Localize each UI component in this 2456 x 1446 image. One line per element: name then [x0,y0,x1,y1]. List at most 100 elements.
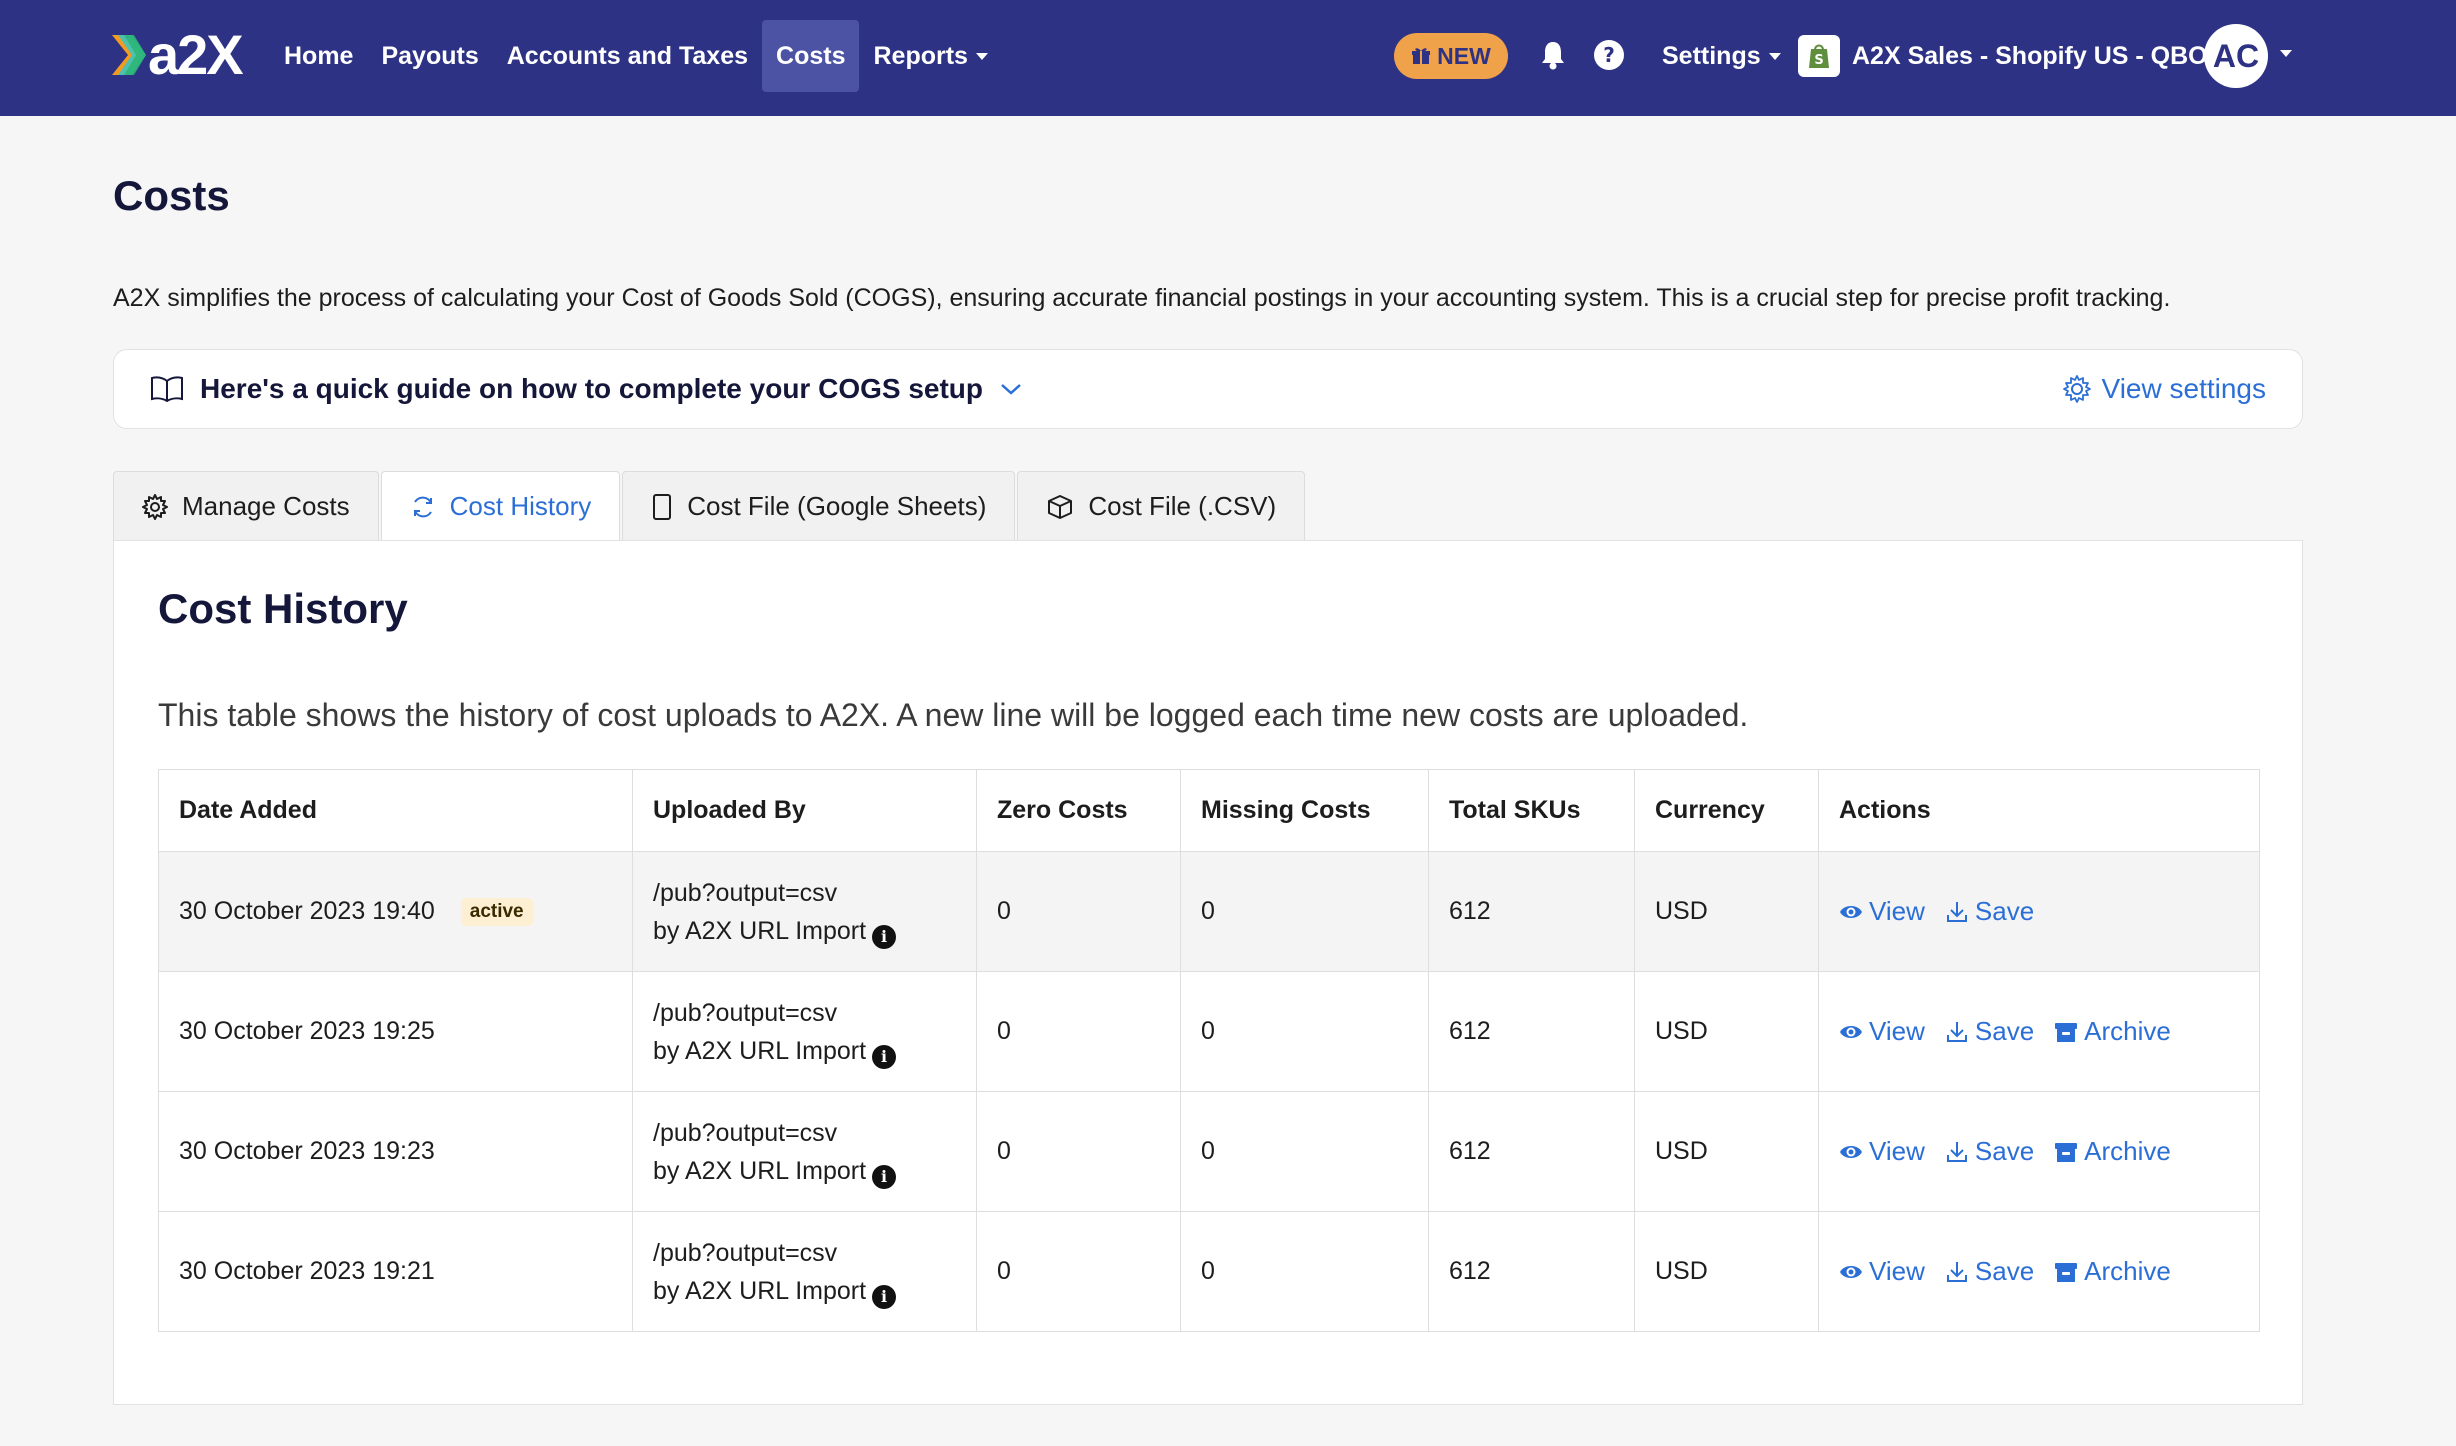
tab-cost-file-google-sheets[interactable]: Cost File (Google Sheets) [622,471,1016,541]
info-icon[interactable]: i [872,1284,897,1309]
user-avatar[interactable]: AC [2204,24,2268,88]
cell-currency: USD [1634,1211,1819,1332]
archive-button[interactable]: Archive [2054,1136,2171,1167]
view-settings-link[interactable]: View settings [2062,373,2266,405]
table-row: 30 October 2023 19:21 /pub?output=csv by… [158,1211,2260,1332]
guide-text: Here's a quick guide on how to complete … [200,373,984,404]
cell-currency: USD [1634,851,1819,972]
info-icon[interactable]: i [872,1164,897,1189]
active-badge: active [460,898,533,927]
logo-text: a2X [148,23,244,86]
tab-cost-file-csv[interactable]: Cost File (.CSV) [1017,471,1306,541]
nav-costs[interactable]: Costs [762,20,860,92]
view-button[interactable]: View [1839,896,1925,927]
chevron-down-icon[interactable] [2280,50,2292,57]
cell-actions: View Save Archive [1818,1211,2260,1332]
gift-icon [1412,48,1431,64]
save-button[interactable]: Save [1945,1136,2034,1167]
eye-icon [1840,1265,1862,1278]
cell-total-skus: 612 [1428,851,1635,972]
cell-missing-costs: 0 [1180,1091,1429,1212]
date-added: 30 October 2023 19:23 [179,1137,435,1165]
uploader-line: by A2X URL Import i [653,912,956,950]
cell-date: 30 October 2023 19:23 [158,1091,633,1212]
cell-date: 30 October 2023 19:21 [158,1211,633,1332]
uploader: by A2X URL Import [653,1156,867,1185]
header-uploaded-by: Uploaded By [632,769,977,852]
download-icon [1946,901,1967,922]
header-total-skus: Total SKUs [1428,769,1635,852]
table-row: 30 October 2023 19:23 /pub?output=csv by… [158,1091,2260,1212]
view-button[interactable]: View [1839,1256,1925,1287]
archive-button[interactable]: Archive [2054,1256,2171,1287]
nav-payouts[interactable]: Payouts [381,41,479,70]
info-icon[interactable]: i [872,1044,897,1069]
header-missing-costs: Missing Costs [1180,769,1429,852]
view-label: View [1869,1256,1925,1286]
cell-currency: USD [1634,971,1819,1092]
bell-icon[interactable] [1536,38,1570,72]
uploader-line: by A2X URL Import i [653,1272,956,1310]
store-name: A2X Sales - Shopify US - QBO [1852,41,2208,70]
archive-icon [2055,1142,2078,1162]
tab-manage-costs-label: Manage Costs [182,491,350,521]
settings-menu[interactable]: Settings [1648,20,1795,92]
cell-date: 30 October 2023 19:40 active [158,851,633,972]
cost-history-panel: Cost History This table shows the histor… [113,540,2303,1405]
file-icon [653,493,672,520]
cell-currency: USD [1634,1091,1819,1212]
view-label: View [1869,1016,1925,1046]
view-button[interactable]: View [1839,1016,1925,1047]
store-switcher[interactable]: S A2X Sales - Shopify US - QBO [1798,34,2208,78]
nav-reports-label: Reports [873,41,968,70]
cell-total-skus: 612 [1428,1211,1635,1332]
table-row: 30 October 2023 19:40 active /pub?output=… [158,851,2260,972]
cell-zero-costs: 0 [976,1211,1181,1332]
top-navbar: a2X Home Payouts Accounts and Taxes Cost… [0,0,2456,116]
download-icon [1946,1141,1967,1162]
guide-toggle[interactable]: Here's a quick guide on how to complete … [150,373,1023,405]
chevron-down-icon [975,52,988,60]
logo-chevron-icon [112,35,146,75]
archive-icon [2055,1022,2078,1042]
header-actions: Actions [1818,769,2260,852]
save-button[interactable]: Save [1945,1016,2034,1047]
cell-uploaded-by: /pub?output=csv by A2X URL Import i [632,1091,977,1212]
upload-source: /pub?output=csv [653,1118,838,1147]
nav-reports[interactable]: Reports [859,20,1001,92]
save-button[interactable]: Save [1945,896,2034,927]
save-button[interactable]: Save [1945,1256,2034,1287]
table-row: 30 October 2023 19:25 /pub?output=csv by… [158,971,2260,1092]
eye-icon [1840,1145,1862,1158]
tab-manage-costs[interactable]: Manage Costs [113,471,379,541]
upload-source: /pub?output=csv [653,1238,838,1267]
svg-text:?: ? [1603,43,1615,67]
cost-history-table: Date Added Uploaded By Zero Costs Missin… [158,769,2260,1332]
cell-missing-costs: 0 [1180,971,1429,1092]
cell-actions: View Save [1818,851,2260,972]
table-header-row: Date Added Uploaded By Zero Costs Missin… [158,769,2260,852]
help-icon[interactable]: ? [1592,38,1626,72]
whats-new-button[interactable]: NEW [1394,33,1508,79]
a2x-logo[interactable]: a2X [112,23,244,86]
view-label: View [1869,1136,1925,1166]
eye-icon [1840,1025,1862,1038]
cell-actions: View Save Archive [1818,971,2260,1092]
view-button[interactable]: View [1839,1136,1925,1167]
new-label: NEW [1437,42,1491,69]
cell-uploaded-by: /pub?output=csv by A2X URL Import i [632,1211,977,1332]
tab-cost-history[interactable]: Cost History [380,471,621,541]
view-label: View [1869,896,1925,926]
date-added: 30 October 2023 19:21 [179,1257,435,1285]
archive-label: Archive [2084,1136,2171,1166]
cell-zero-costs: 0 [976,1091,1181,1212]
cell-date: 30 October 2023 19:25 [158,971,633,1092]
nav-home[interactable]: Home [284,41,354,70]
archive-button[interactable]: Archive [2054,1016,2171,1047]
main-nav: Home Payouts Accounts and Taxes Costs Re… [270,20,1002,92]
refresh-icon [413,496,432,517]
uploader: by A2X URL Import [653,1036,867,1065]
nav-accounts-and-taxes[interactable]: Accounts and Taxes [506,41,749,70]
save-label: Save [1974,1136,2035,1166]
info-icon[interactable]: i [872,924,897,949]
